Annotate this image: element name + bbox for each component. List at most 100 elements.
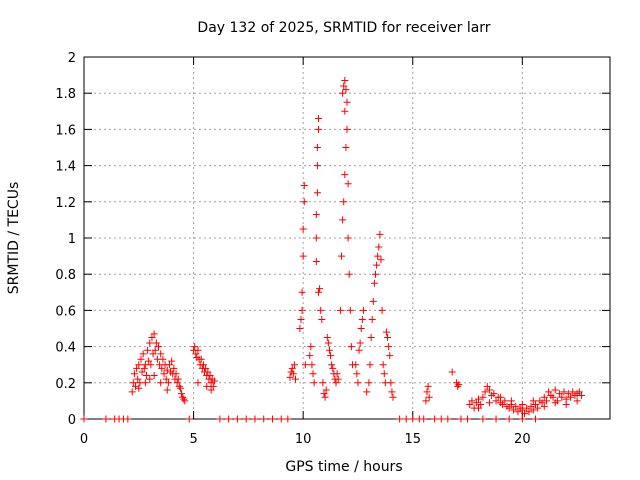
data-point [345, 270, 353, 278]
data-point [225, 415, 233, 423]
data-point [194, 379, 202, 387]
data-point [180, 395, 188, 403]
data-point [490, 390, 498, 398]
data-point [197, 355, 205, 363]
data-point [339, 216, 347, 224]
data-point [313, 144, 321, 151]
data-point [556, 390, 564, 398]
data-point [140, 364, 148, 372]
data-point [207, 386, 215, 394]
data-point [150, 330, 158, 338]
data-point [290, 361, 298, 369]
data-point [444, 415, 452, 423]
data-point [558, 393, 566, 401]
data-point [299, 225, 307, 233]
data-point [573, 397, 581, 405]
data-point [492, 397, 500, 405]
data-point [437, 415, 445, 423]
data-point [163, 386, 171, 394]
data-point [501, 397, 509, 405]
data-point [308, 361, 316, 369]
data-point [277, 415, 285, 423]
data-point [578, 391, 586, 399]
data-point [134, 375, 142, 383]
data-point [130, 370, 138, 378]
data-point [206, 372, 214, 380]
data-point [347, 343, 355, 351]
data-point [340, 198, 348, 206]
data-point [512, 402, 520, 410]
data-point [496, 393, 504, 401]
data-point [157, 379, 165, 387]
data-point [141, 379, 149, 387]
data-point [251, 415, 259, 423]
data-point [144, 346, 152, 354]
data-point [457, 415, 465, 423]
data-point [301, 361, 309, 369]
data-point [388, 388, 396, 396]
data-point [505, 415, 513, 423]
data-point [319, 379, 327, 387]
data-point [306, 352, 314, 360]
data-point [320, 390, 328, 398]
data-point [312, 234, 320, 242]
data-point [178, 390, 186, 398]
data-point [342, 86, 350, 94]
data-point [527, 402, 535, 410]
data-point [479, 393, 487, 401]
data-point [376, 230, 384, 238]
data-point [233, 415, 241, 423]
data-point [564, 390, 572, 398]
data-point [377, 256, 385, 264]
data-point [339, 89, 347, 97]
data-point [138, 368, 146, 376]
data-point [518, 401, 526, 409]
data-point [102, 415, 110, 423]
data-point [514, 408, 522, 416]
data-point [422, 397, 430, 405]
data-point [207, 379, 215, 387]
data-point [560, 388, 568, 396]
data-point [124, 415, 132, 423]
data-point [523, 404, 531, 412]
data-point [312, 258, 320, 266]
y-tick-label: 0 [68, 413, 76, 428]
data-point [209, 382, 217, 390]
y-tick-label: 0.4 [55, 341, 76, 356]
data-point [367, 334, 375, 342]
data-point [355, 346, 363, 354]
data-point [155, 343, 163, 351]
data-point [545, 388, 553, 396]
data-point [315, 115, 323, 123]
data-point [203, 382, 211, 390]
data-point [328, 361, 336, 369]
data-point [366, 361, 374, 369]
data-point [529, 406, 537, 414]
data-point [551, 386, 559, 394]
data-point [472, 399, 480, 407]
data-point [242, 415, 250, 423]
data-point [529, 397, 537, 405]
data-point [176, 384, 184, 392]
data-point [454, 382, 462, 390]
data-point [313, 189, 321, 197]
data-point [181, 397, 189, 405]
data-point [324, 339, 332, 347]
data-point [341, 77, 349, 85]
data-point [297, 315, 305, 323]
data-point [402, 415, 410, 423]
data-point [327, 352, 335, 360]
data-point [464, 415, 472, 423]
data-point [385, 343, 393, 351]
data-point [575, 388, 583, 396]
y-tick-label: 1.4 [55, 160, 76, 175]
data-point [307, 343, 315, 351]
data-point [468, 397, 476, 405]
data-point [151, 346, 159, 354]
data-point [492, 415, 500, 423]
data-point [466, 401, 474, 409]
data-point [298, 288, 306, 296]
y-tick-label: 1.2 [55, 196, 76, 211]
data-point [137, 355, 145, 363]
data-point [129, 379, 137, 387]
